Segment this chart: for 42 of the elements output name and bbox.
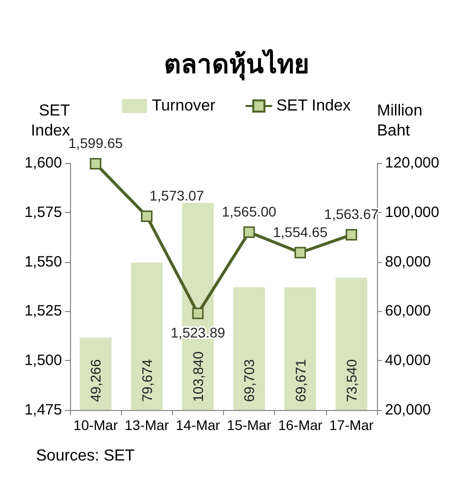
y2-tick-label: 120,000 <box>385 154 440 172</box>
data-label: 1,599.65 <box>68 134 124 151</box>
data-label: 1,554.65 <box>273 224 328 240</box>
data-label: 1,565.00 <box>222 203 277 220</box>
x-tick-label: 10-Mar <box>73 417 118 433</box>
point <box>243 226 255 238</box>
data-label: 49,266 <box>88 358 104 402</box>
y2-axis-title: Million Baht <box>377 102 422 140</box>
y-axis-title: SET Index <box>30 102 70 140</box>
y-tick-label: 1,550 <box>24 253 62 270</box>
y2-tick-label: 60,000 <box>385 302 431 320</box>
chart-title: ตลาดหุ้นไทย <box>164 48 309 81</box>
y-tick-label: 1,475 <box>24 402 62 418</box>
data-label: 1,563.67 <box>324 206 379 222</box>
y-tick-label: 1,575 <box>24 204 62 221</box>
y-tick-label: 1,600 <box>24 154 62 172</box>
x-tick-label: 16-Mar <box>278 417 323 433</box>
data-label: 1,523.89 <box>170 324 226 341</box>
point <box>346 229 358 241</box>
data-label: 1,573.07 <box>150 187 204 204</box>
y2-tick-label: 40,000 <box>385 352 431 370</box>
point <box>141 210 152 222</box>
data-label: 69,703 <box>241 358 258 402</box>
y2-tick-label: 20,000 <box>385 402 431 418</box>
x-tick-label: 14-Mar <box>176 417 220 433</box>
x-tick-label: 17-Mar <box>329 417 374 433</box>
data-label: 69,671 <box>292 358 308 402</box>
point <box>294 246 306 258</box>
y2-tick-label: 100,000 <box>385 204 440 221</box>
x-tick-label: 15-Mar <box>226 417 272 433</box>
data-label: 73,540 <box>343 358 360 402</box>
x-tick-label: 13-Mar <box>124 417 170 433</box>
legend-label: SET Index <box>276 98 351 114</box>
y-tick-label: 1,500 <box>24 352 62 370</box>
point <box>90 158 102 170</box>
y-tick-label: 1,525 <box>24 302 62 320</box>
data-label: 79,674 <box>138 358 155 402</box>
data-label: 103,840 <box>190 351 206 402</box>
legend-label: Turnover <box>152 98 216 114</box>
y2-tick-label: 80,000 <box>385 253 431 270</box>
source-note: Sources: SET <box>36 448 135 464</box>
point <box>192 308 204 320</box>
